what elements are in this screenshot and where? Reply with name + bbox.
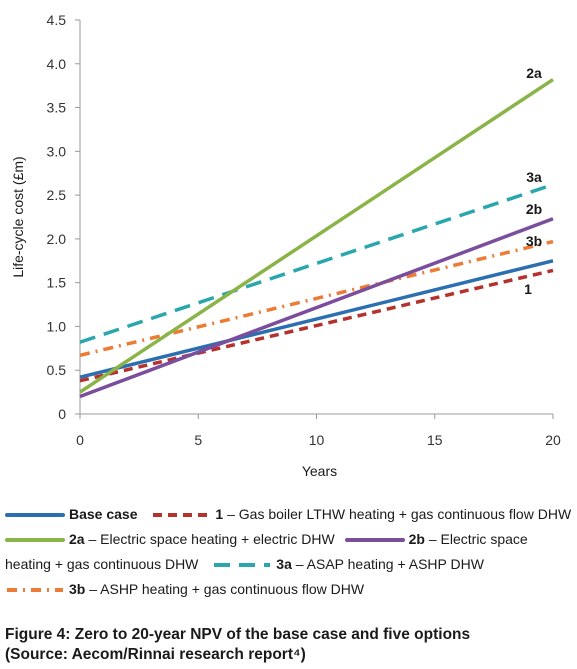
legend-swatch-base-case — [5, 513, 65, 518]
x-tick-label: 0 — [76, 432, 84, 448]
y-tick-label: 0.5 — [47, 362, 67, 378]
legend-label-base-case: Base case — [69, 506, 138, 522]
series-line-3b — [79, 239, 554, 358]
series-line-base-case — [79, 259, 554, 379]
legend-label-1: – Gas boiler LTHW heating + gas continuo… — [223, 506, 572, 522]
legend-swatch-3b — [7, 588, 63, 593]
legend-code-2b: 2b — [408, 531, 425, 547]
series-line-2b — [79, 217, 554, 399]
legend-swatch-1 — [153, 513, 210, 518]
legend-item-2b: 2b – Electric space — [344, 531, 528, 547]
legend-code-1: 1 — [215, 506, 224, 522]
y-axis-title: Life-cycle cost (£m) — [10, 156, 26, 277]
chart: 0 0.5 1.0 1.5 2.0 2.5 3.0 3.5 4.0 4.5 0 5 10 15 20 1 2… — [10, 12, 561, 479]
x-tick-label: 10 — [309, 432, 325, 448]
legend-item-3a: 3a – ASAP heating + ASHP DHW — [212, 556, 484, 572]
end-label-3a: 3a — [526, 169, 542, 185]
end-label-2a: 2a — [526, 65, 542, 81]
legend-item-base-case: Base case — [5, 506, 141, 522]
legend-swatch-2a — [5, 538, 65, 543]
y-tick-label: 4.5 — [47, 12, 67, 28]
legend-label-2b-cont: heating + gas continuous DHW — [5, 556, 199, 572]
series-line-1 — [79, 268, 554, 383]
series-line-2a — [79, 78, 554, 394]
legend-label-3b: – ASHP heating + gas continuous flow DHW — [85, 581, 365, 597]
end-label-3b: 3b — [526, 233, 542, 249]
end-label-2b: 2b — [526, 201, 542, 217]
caption-title: Figure 4: Zero to 20-year NPV of the bas… — [5, 626, 471, 643]
x-axis-title: Years — [302, 463, 337, 479]
legend-item-3b: 3b – ASHP heating + gas continuous flow … — [5, 581, 364, 597]
legend-row-4: 3b – ASHP heating + gas continuous flow … — [5, 577, 575, 602]
figure-caption: Figure 4: Zero to 20-year NPV of the bas… — [5, 625, 575, 665]
legend-item-1: 1 – Gas boiler LTHW heating + gas contin… — [151, 506, 571, 522]
x-tick-label: 15 — [427, 432, 443, 448]
legend-row-1: Base case 1 – Gas boiler LTHW heating + … — [5, 502, 575, 527]
y-tick-label: 2.5 — [47, 187, 67, 203]
y-tick-label: 1.5 — [47, 275, 67, 291]
legend-label-3a: – ASAP heating + ASHP DHW — [291, 556, 484, 572]
legend-row-2: 2a – Electric space heating + electric D… — [5, 527, 575, 552]
legend-label-2a: – Electric space heating + electric DHW — [84, 531, 335, 547]
legend-row-3: heating + gas continuous DHW 3a – ASAP h… — [5, 552, 575, 577]
end-label-1: 1 — [524, 281, 532, 297]
x-tick-label: 20 — [545, 432, 561, 448]
series-line-3a — [79, 182, 554, 344]
legend-swatch-3a — [214, 563, 271, 568]
legend-code-3b: 3b — [69, 581, 86, 597]
x-tick-label: 5 — [194, 432, 202, 448]
y-tick-label: 0 — [58, 406, 66, 422]
caption-source: (Source: Aecom/Rinnai research report⁴) — [5, 646, 306, 663]
legend-code-3a: 3a — [276, 556, 292, 572]
y-tick-label: 2.0 — [47, 231, 67, 247]
legend-swatch-2b — [344, 538, 405, 543]
legend-label-2b: – Electric space — [424, 531, 528, 547]
y-tick-label: 3.0 — [47, 143, 67, 159]
legend-item-2a: 2a – Electric space heating + electric D… — [5, 531, 339, 547]
y-tick-label: 3.5 — [47, 100, 67, 116]
y-tick-label: 1.0 — [47, 318, 67, 334]
legend: Base case 1 – Gas boiler LTHW heating + … — [5, 502, 575, 602]
y-tick-label: 4.0 — [47, 56, 67, 72]
legend-code-2a: 2a — [69, 531, 85, 547]
